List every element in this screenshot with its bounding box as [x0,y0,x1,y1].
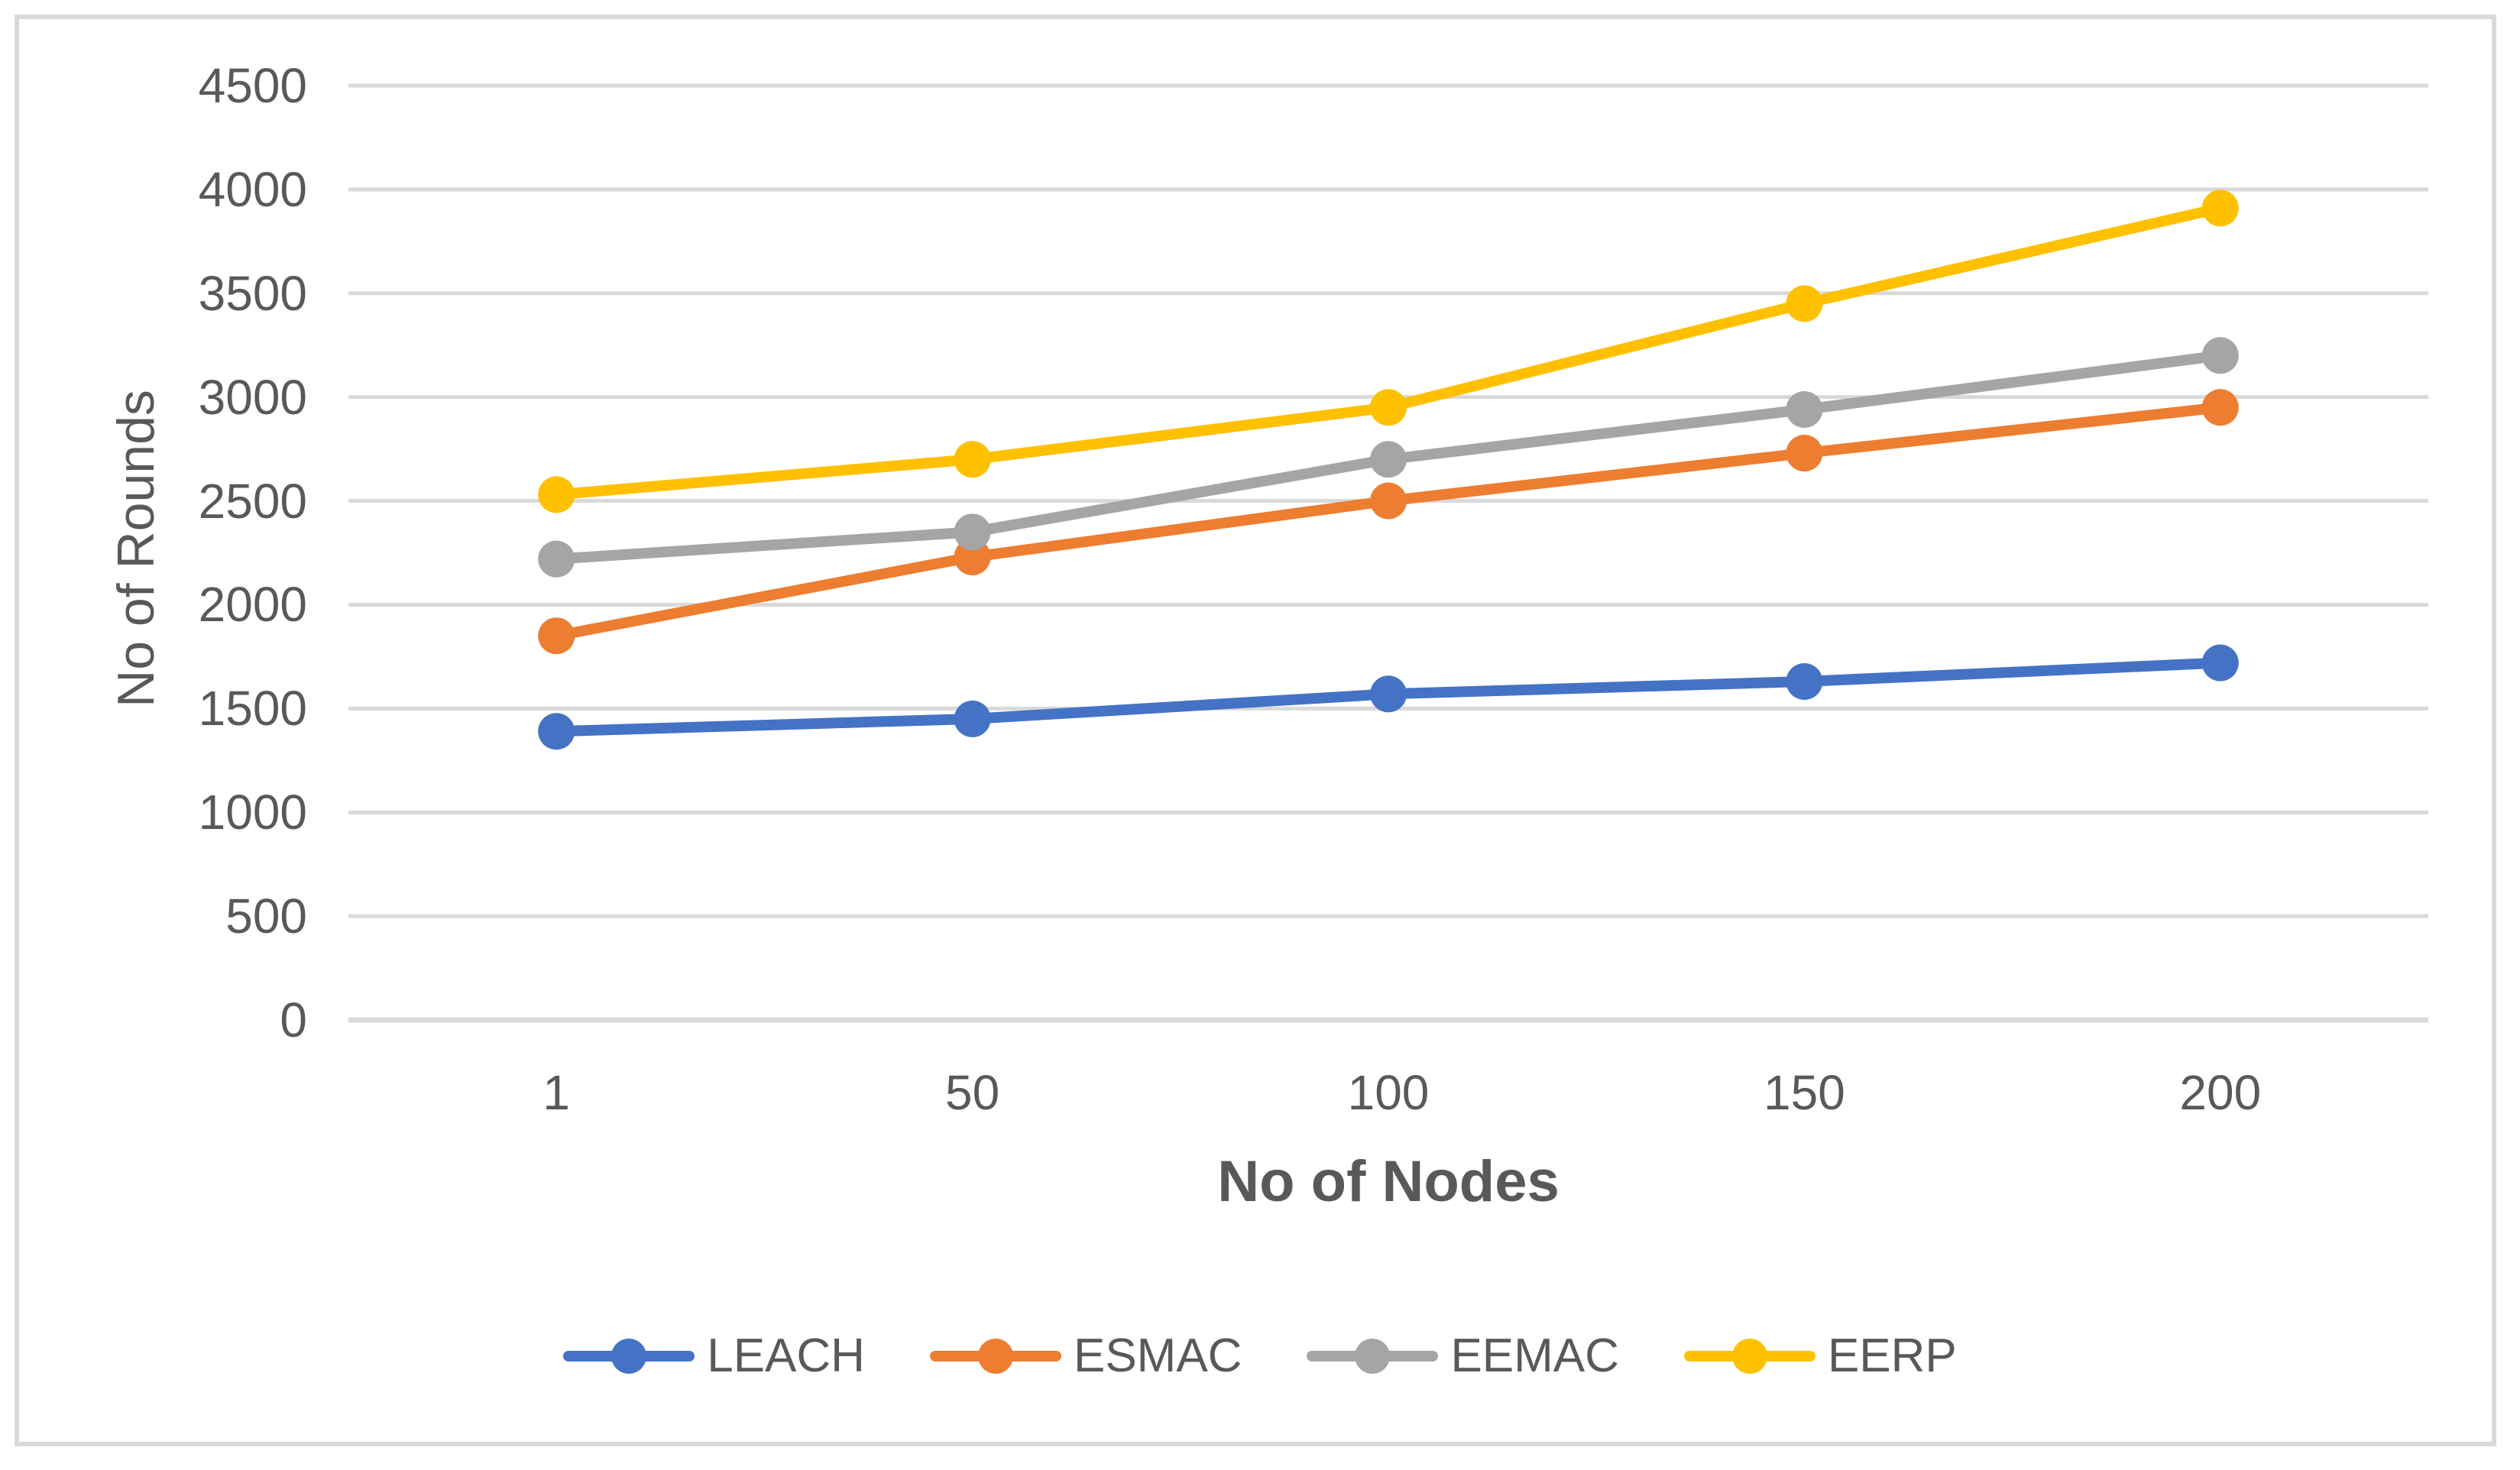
legend-item-esmac: ESMAC [929,1329,1242,1383]
legend-item-eemac: EEMAC [1307,1329,1619,1383]
data-point-leach [2201,644,2239,682]
legend-line-marker-icon [563,1339,695,1374]
data-point-leach [1370,675,1407,713]
legend-dot-icon [977,1339,1013,1374]
data-point-eerp [538,476,575,513]
y-axis-tick-label: 500 [225,889,307,944]
x-axis-tick-label: 100 [1347,1065,1430,1120]
x-axis-tick-label: 200 [2179,1065,2262,1120]
data-point-eemac [954,513,991,551]
y-axis-tick-label: 4000 [198,161,307,217]
data-point-esmac [538,617,575,655]
legend: LEACH ESMAC EEMAC EERP [0,1329,2520,1383]
x-axis-title: No of Nodes [1217,1149,1560,1214]
x-axis-tick-label: 150 [1764,1065,1845,1120]
data-point-leach [954,700,991,737]
data-point-leach [538,713,575,750]
y-axis-title: No of Rounds [107,390,165,707]
y-axis-tick-label: 0 [280,992,307,1047]
y-axis-tick-label: 1500 [198,681,307,737]
data-point-esmac [2201,389,2239,426]
legend-line-marker-icon [1683,1339,1816,1374]
y-axis-tick-label: 2000 [198,577,307,633]
data-point-eemac [1786,390,1823,428]
data-point-eemac [2201,337,2239,374]
data-point-eerp [2201,189,2239,227]
data-point-esmac [1370,482,1407,520]
y-axis-tick-label: 3500 [198,265,307,321]
legend-label: LEACH [707,1329,865,1382]
legend-line-marker-icon [1307,1339,1439,1374]
chart-border [15,15,2496,1446]
legend-label: EEMAC [1450,1329,1619,1382]
legend-item-eerp: EERP [1683,1329,1957,1383]
y-axis-tick-label: 3000 [198,369,307,425]
legend-dot-icon [611,1339,647,1374]
y-axis-tick-label: 4500 [198,58,307,113]
legend-label: ESMAC [1073,1329,1242,1382]
data-point-eemac [1370,441,1407,478]
legend-dot-icon [1355,1339,1391,1374]
data-point-eemac [538,540,575,578]
x-axis-tick-label: 50 [945,1065,1000,1120]
data-point-eerp [1370,389,1407,426]
data-point-eerp [954,441,991,478]
legend-label: EERP [1827,1329,1957,1382]
y-axis-tick-label: 2500 [198,473,307,529]
legend-dot-icon [1731,1339,1767,1374]
x-axis-tick-label: 1 [543,1065,570,1120]
data-point-leach [1786,663,1823,701]
legend-line-marker-icon [929,1339,1061,1374]
data-point-eerp [1786,285,1823,322]
data-point-esmac [1786,435,1823,472]
legend-item-leach: LEACH [563,1329,865,1383]
y-axis-tick-label: 1000 [198,785,307,840]
